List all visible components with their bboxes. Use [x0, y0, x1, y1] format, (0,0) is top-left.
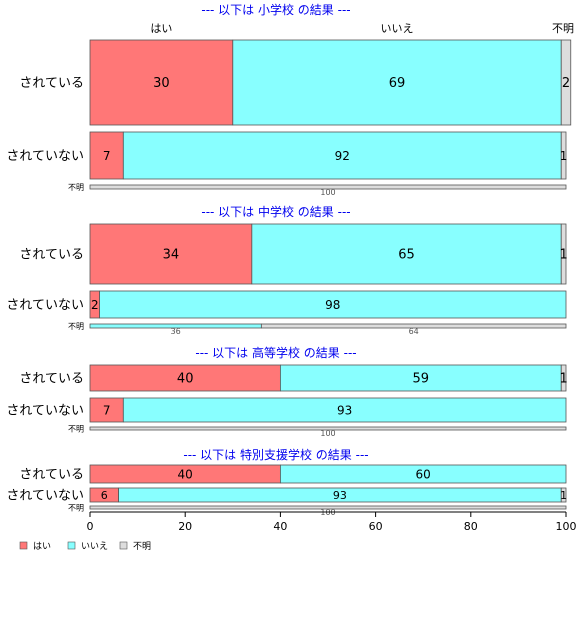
data-label: 40	[177, 372, 194, 387]
row-label: 不明	[68, 183, 84, 192]
row-label: 不明	[68, 503, 84, 512]
data-label: 64	[409, 327, 419, 336]
legend-swatch-no	[67, 541, 76, 550]
bar-segment-unknown	[560, 487, 567, 503]
data-label: 1	[560, 489, 567, 502]
row-label: されている	[19, 76, 84, 91]
bar-segment-unknown	[560, 364, 567, 392]
bar-segment-yes	[89, 397, 124, 423]
panel-title: --- 以下は 特別支援学校 の結果 ---	[183, 447, 368, 462]
data-label: 6	[101, 489, 108, 502]
row-label: されていない	[6, 298, 84, 313]
data-label: 92	[335, 149, 350, 163]
data-label: 93	[337, 403, 352, 417]
bar-segment-no	[122, 131, 562, 180]
data-label: 59	[413, 372, 430, 387]
row-label: されている	[19, 468, 84, 483]
bar-segment-no	[232, 39, 562, 126]
bar-segment-unknown	[89, 184, 567, 190]
x-tick-label: 20	[178, 520, 192, 533]
panel-title: --- 以下は 高等学校 の結果 ---	[195, 345, 356, 360]
panel-title: --- 以下は 小学校 の結果 ---	[201, 2, 350, 17]
panel-title: --- 以下は 中学校 の結果 ---	[201, 204, 350, 219]
data-label: 7	[103, 149, 111, 163]
row-label: されていない	[6, 404, 84, 419]
data-label: 60	[416, 467, 431, 481]
legend-label-no: いいえ	[81, 541, 108, 552]
x-tick-label: 100	[556, 520, 577, 533]
bar-segment-no	[279, 364, 562, 392]
bar-segment-unknown	[560, 39, 572, 126]
bar-segment-no	[251, 223, 562, 285]
data-label: 100	[320, 188, 335, 197]
data-label: 1	[559, 372, 567, 387]
bar-segment-no	[99, 290, 567, 319]
data-label: 69	[389, 76, 406, 91]
x-tick-label: 60	[369, 520, 383, 533]
bar-segment-unknown	[560, 223, 567, 285]
row-label: されていない	[6, 149, 84, 164]
row-label: されている	[19, 372, 84, 387]
data-label: 100	[320, 429, 335, 438]
row-label: 不明	[68, 322, 84, 331]
row-label: されていない	[6, 489, 84, 504]
x-tick-label: 80	[464, 520, 478, 533]
bar-segment-yes	[89, 223, 253, 285]
bar-segment-unknown	[560, 131, 567, 180]
data-label: 34	[163, 248, 180, 263]
data-label: 98	[325, 298, 340, 312]
x-tick-label: 40	[273, 520, 287, 533]
row-label: 不明	[68, 424, 84, 433]
column-header-unknown: 不明	[552, 22, 574, 35]
bar-segment-no	[279, 464, 567, 484]
column-header-no: いいえ	[381, 22, 414, 35]
data-label: 36	[171, 327, 181, 336]
data-label: 30	[153, 76, 170, 91]
x-tick-label: 0	[87, 520, 94, 533]
data-label: 2	[91, 298, 99, 312]
data-label: 2	[562, 76, 570, 91]
legend-swatch-unknown	[119, 541, 128, 550]
legend-label-unknown: 不明	[133, 541, 151, 552]
data-label: 1	[559, 248, 567, 263]
data-label: 40	[178, 467, 193, 481]
data-label: 1	[560, 149, 568, 163]
bar-segment-yes	[89, 39, 234, 126]
legend-label-yes: はい	[33, 541, 51, 552]
data-label: 65	[398, 248, 415, 263]
column-header-yes: はい	[150, 22, 172, 35]
bar-segment-unknown	[89, 426, 567, 431]
bar-segment-yes	[89, 364, 281, 392]
data-label: 7	[103, 403, 111, 417]
row-label: されている	[19, 248, 84, 263]
bar-segment-unknown	[260, 323, 567, 329]
legend-swatch-yes	[19, 541, 28, 550]
bar-segment-unknown	[89, 505, 567, 510]
bar-segment-no	[122, 397, 567, 423]
data-label: 93	[333, 489, 347, 502]
